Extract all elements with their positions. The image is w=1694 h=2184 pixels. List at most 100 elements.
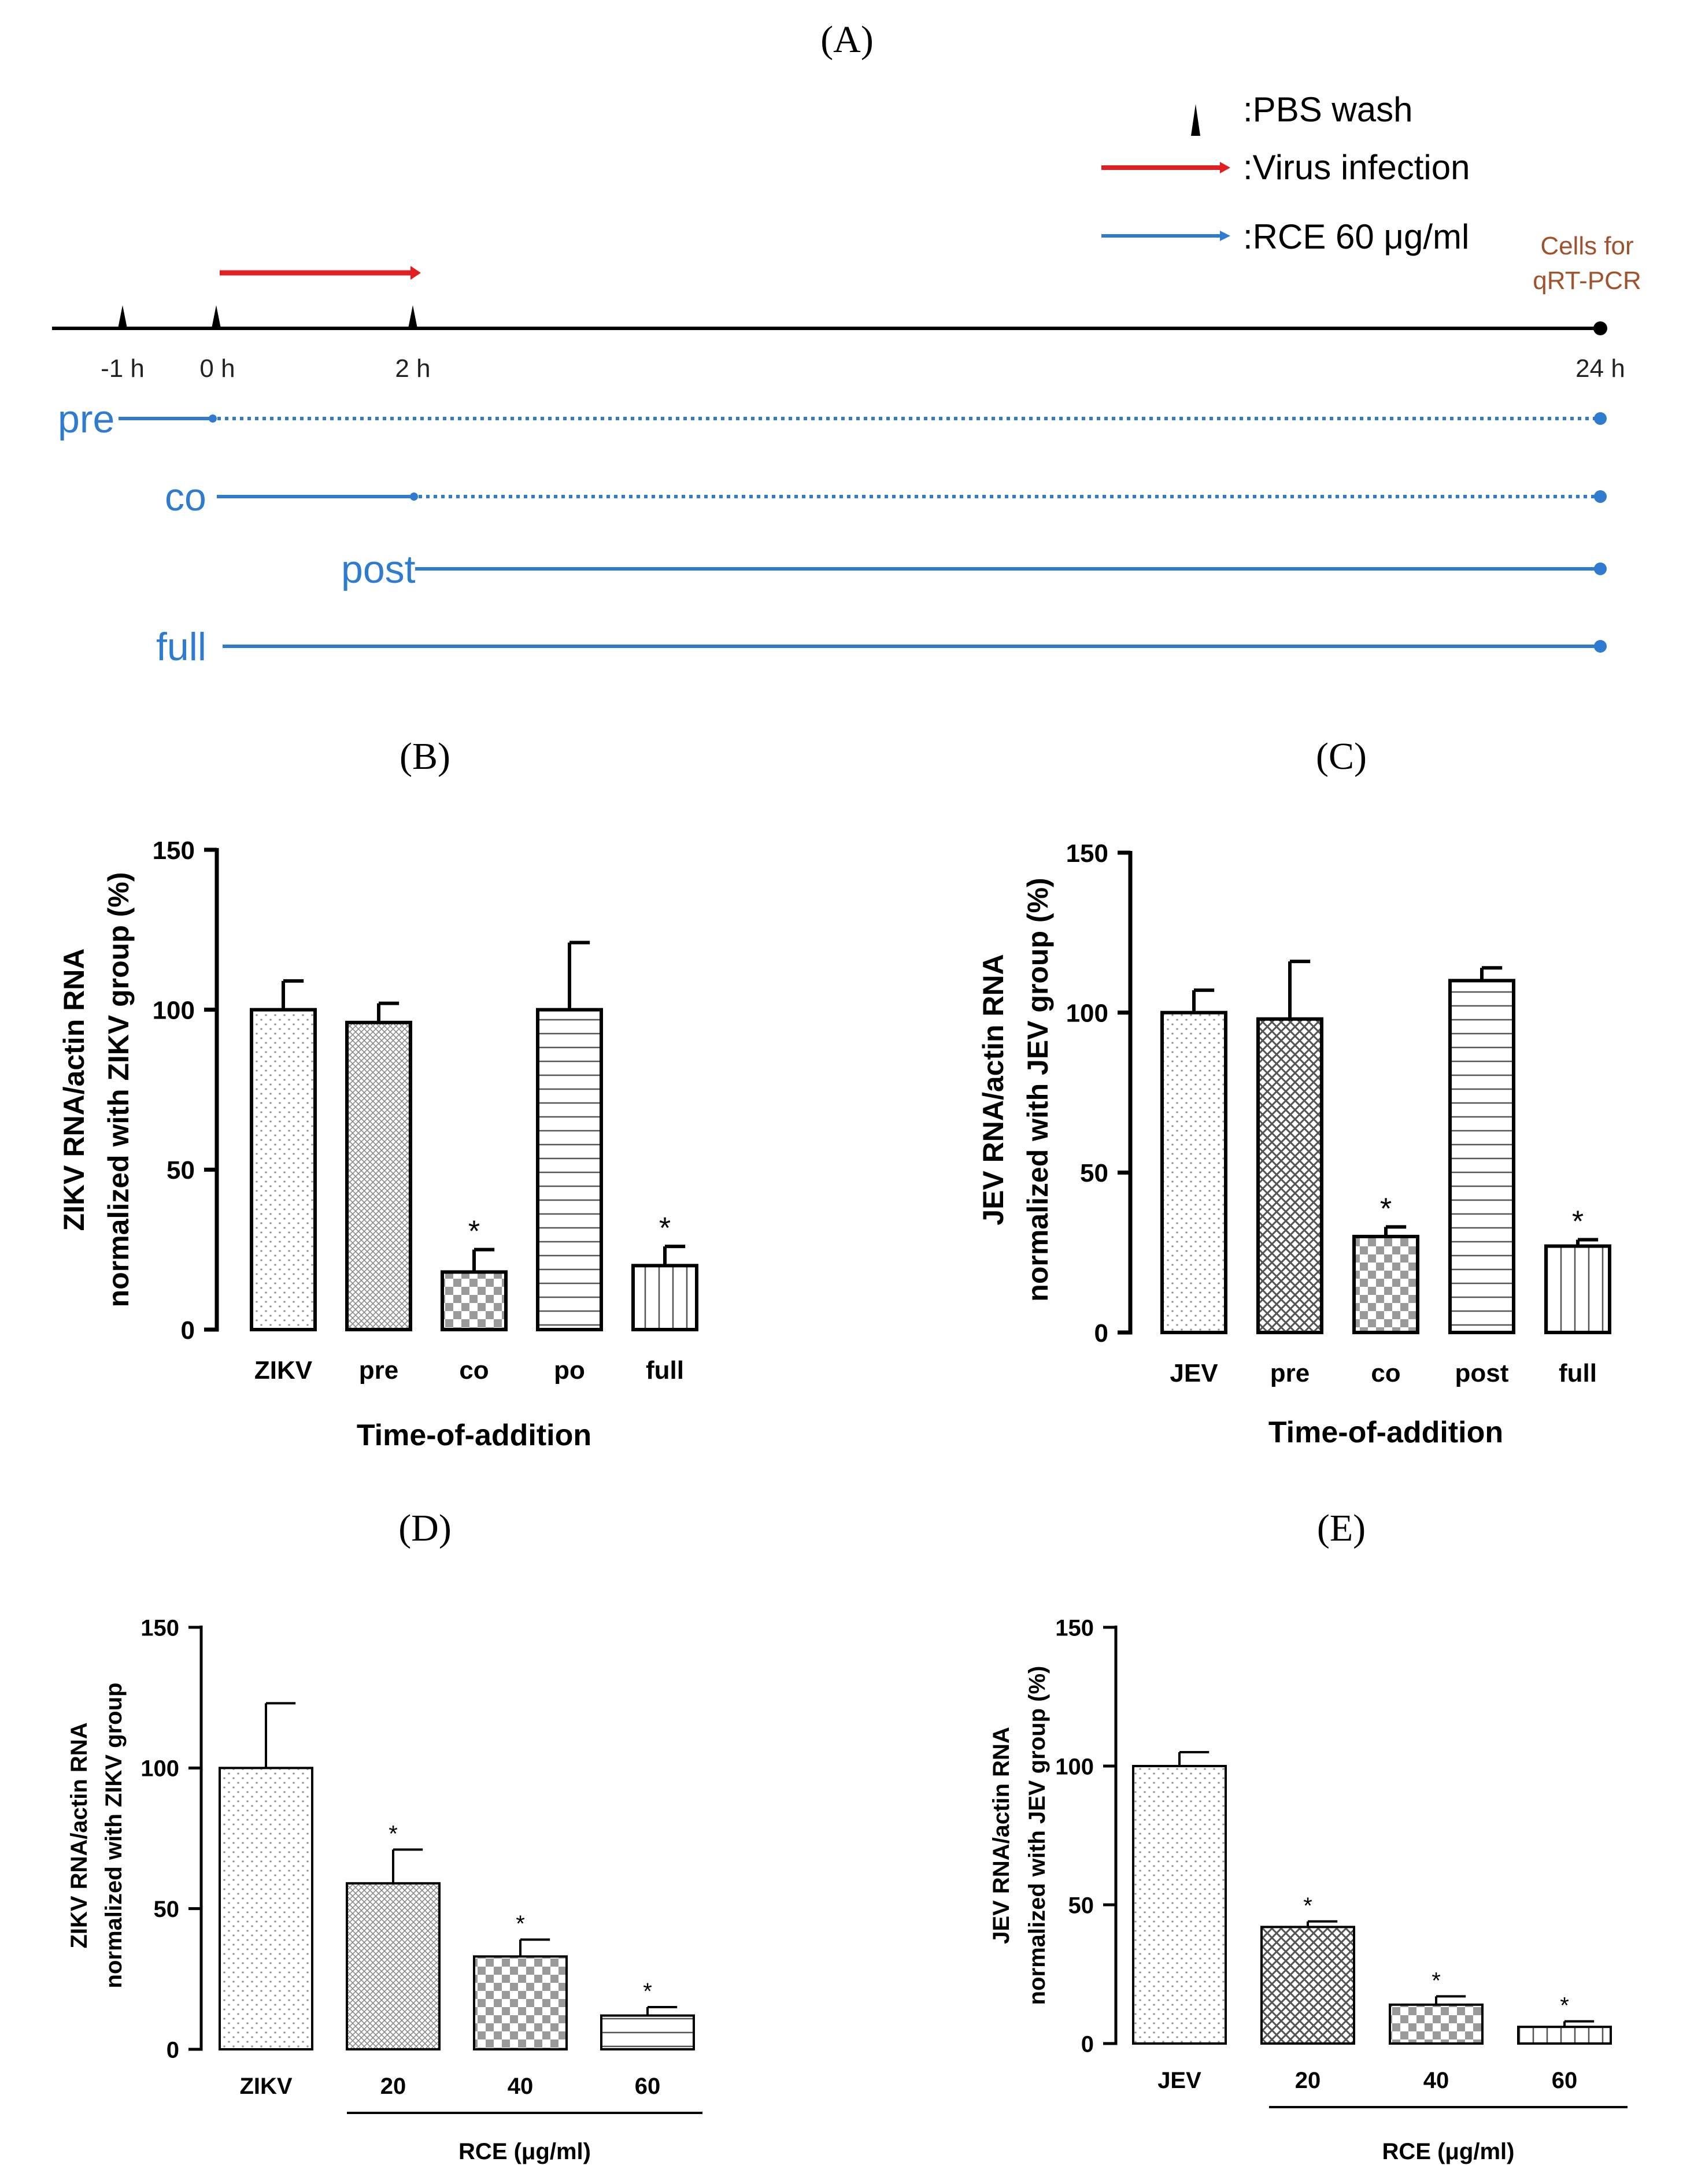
- chart-c: 0 50 100 150 JEV RNA/actin RNA normalized wit…: [977, 839, 1611, 1449]
- bar: [345, 1020, 412, 1332]
- y-axis-title-line1: JEV RNA/actin RNA: [989, 1727, 1014, 1944]
- y-axis-title-line2: normalized with JEV group (%): [1024, 1666, 1050, 2005]
- x-axis-title: RCE (μg/ml): [458, 2139, 591, 2164]
- significance-star: *: [659, 1212, 671, 1245]
- y-tick-label: 150: [1066, 839, 1108, 868]
- row-label-pre: pre: [58, 397, 114, 441]
- cells-label-line2: qRT-PCR: [1533, 266, 1641, 295]
- x-tick-label: po: [554, 1356, 585, 1385]
- significance-star: *: [1380, 1192, 1392, 1226]
- x-tick-label: full: [646, 1356, 684, 1385]
- x-tick-label: post: [1455, 1359, 1509, 1387]
- panel-label-b: (B): [400, 735, 450, 778]
- row-pre: pre: [58, 397, 1607, 441]
- significance-star: *: [643, 1979, 652, 2004]
- y-axis-title-line1: JEV RNA/actin RNA: [977, 954, 1009, 1226]
- bar: [441, 1270, 508, 1331]
- x-axis-title: Time-of-addition: [357, 1419, 591, 1452]
- y-axis-title-line1: ZIKV RNA/actin RNA: [66, 1722, 92, 1948]
- y-tick-label: 0: [1081, 2031, 1094, 2057]
- bar: [250, 1008, 317, 1331]
- x-tick-label: 20: [380, 2074, 406, 2099]
- significance-star: *: [1303, 1893, 1312, 1919]
- y-axis-title-line2: normalized with ZIKV group: [101, 1683, 127, 1989]
- y-axis-title-line2: normalized with ZIKV group (%): [102, 872, 135, 1308]
- x-tick-label: co: [459, 1356, 489, 1385]
- time-label-24h: 24 h: [1575, 354, 1625, 383]
- bar: [1448, 979, 1515, 1335]
- significance-star: *: [516, 1911, 525, 1937]
- row-label-full: full: [156, 625, 206, 669]
- y-tick-label: 0: [181, 1316, 195, 1345]
- bar: [1260, 1926, 1355, 2045]
- virus-infection-arrowhead: [410, 266, 421, 280]
- panel-label-c: (C): [1316, 735, 1367, 778]
- chart-e: 0 50 100 150 JEV RNA/actin RNA normalized wit…: [989, 1615, 1628, 2164]
- y-tick-label: 150: [1055, 1615, 1094, 1641]
- time-label-0h: 0 h: [199, 354, 235, 383]
- bar: [473, 1955, 568, 2050]
- x-tick-label: 60: [1552, 2068, 1578, 2093]
- legend-virus-infection: :Virus infection: [1243, 148, 1470, 187]
- bar: [1517, 2026, 1612, 2045]
- significance-star: *: [1432, 1968, 1441, 1993]
- significance-star: *: [1560, 1993, 1569, 2019]
- x-tick-label: 20: [1295, 2068, 1321, 2093]
- time-axis-end: [1593, 321, 1607, 335]
- time-label-2h: 2 h: [395, 354, 430, 383]
- cells-label-line1: Cells for: [1540, 232, 1633, 260]
- bar: [1256, 1017, 1323, 1334]
- panel-label-d: (D): [398, 1507, 452, 1549]
- pbs-wash-legend-marker: [1191, 104, 1200, 136]
- x-tick-label: ZIKV: [239, 2074, 292, 2099]
- x-tick-label: full: [1559, 1359, 1597, 1387]
- y-tick-label: 100: [1055, 1754, 1094, 1779]
- x-tick-label: 40: [508, 2074, 534, 2099]
- row-full: full: [156, 625, 1607, 669]
- panel-a: (A) :PBS wash :Virus infection :RCE 60 μ…: [52, 18, 1641, 669]
- x-tick-label: JEV: [1170, 1359, 1218, 1387]
- bar: [536, 1008, 603, 1331]
- y-tick-label: 0: [167, 2037, 179, 2063]
- y-tick-label: 150: [153, 836, 195, 865]
- x-tick-label: pre: [1270, 1359, 1310, 1387]
- y-axis-title-line1: ZIKV RNA/actin RNA: [58, 949, 90, 1231]
- y-tick-label: 0: [1094, 1319, 1108, 1348]
- panel-label-a: (A): [820, 18, 874, 61]
- time-label-minus1h: -1 h: [101, 354, 145, 383]
- y-tick-label: 50: [1068, 1893, 1094, 1918]
- x-tick-label: co: [1371, 1359, 1400, 1387]
- bar: [219, 1767, 313, 2050]
- legend-rce: :RCE 60 μg/ml: [1243, 217, 1469, 256]
- bar: [346, 1882, 441, 2051]
- row-label-post: post: [341, 547, 416, 591]
- chart-b: 0 50 100 150 ZIKV RNA/actin RNA normalized wi…: [58, 836, 698, 1452]
- y-tick-label: 50: [154, 1897, 180, 1922]
- bar: [1352, 1235, 1419, 1334]
- y-axis-title-line2: normalized with JEV group (%): [1022, 878, 1054, 1301]
- y-tick-label: 50: [167, 1156, 195, 1184]
- x-tick-label: JEV: [1157, 2068, 1201, 2093]
- y-tick-label: 100: [1066, 1000, 1108, 1028]
- pbs-marker-2h: [408, 305, 417, 328]
- virus-legend-arrow: [1220, 162, 1230, 173]
- y-tick-label: 50: [1080, 1159, 1108, 1187]
- bar: [631, 1264, 698, 1331]
- x-tick-label: 40: [1423, 2068, 1449, 2093]
- pbs-marker-0h: [212, 305, 221, 328]
- x-tick-label: ZIKV: [254, 1356, 313, 1385]
- rce-legend-arrow: [1220, 231, 1230, 241]
- bar: [1132, 1765, 1227, 2045]
- y-tick-label: 150: [140, 1615, 179, 1641]
- significance-star: *: [1572, 1205, 1584, 1239]
- chart-d: 0 50 100 150 ZIKV RNA/actin RNA normalized wi…: [66, 1615, 702, 2164]
- bar: [1544, 1244, 1611, 1335]
- y-tick-label: 100: [153, 997, 195, 1025]
- pbs-marker-minus1h: [118, 305, 127, 328]
- bar: [1160, 1010, 1227, 1334]
- significance-star: *: [468, 1215, 480, 1249]
- panel-label-e: (E): [1317, 1507, 1366, 1549]
- row-co: co: [165, 475, 1607, 519]
- row-post: post: [341, 547, 1607, 591]
